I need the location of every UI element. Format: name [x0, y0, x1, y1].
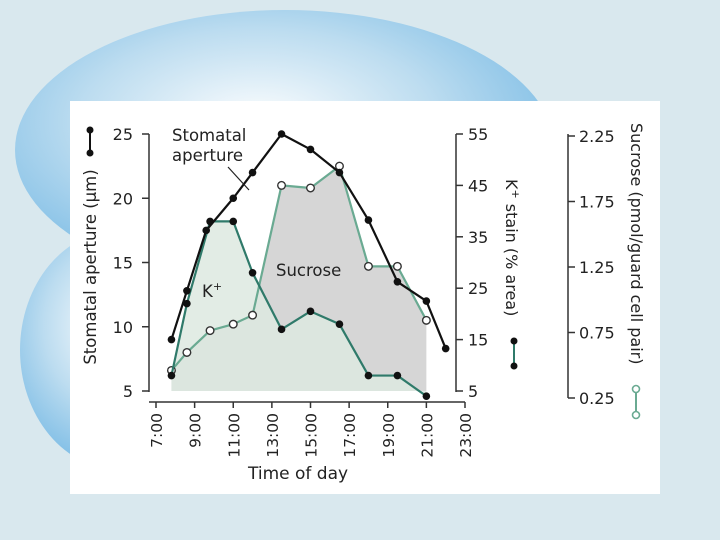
potassium-annotation-main: K: [202, 282, 214, 301]
sucrose-point: [182, 347, 192, 357]
left-tick-label: 15: [113, 254, 133, 273]
aperture-point: [183, 286, 191, 295]
left-axis-label: Stomatal aperture (μm): [81, 169, 100, 364]
right-legend-key: [631, 384, 641, 420]
right-tick-label: 0.75: [579, 324, 615, 343]
left-axis-label-mu: μ: [81, 191, 100, 202]
potassium-point: [167, 371, 176, 380]
sucrose-point: [228, 319, 238, 329]
middle-tick-label: 15: [468, 331, 488, 350]
chart: 7:00 9:00 11:00 13:00 15:00 17:00 19:00 21:00 23…: [81, 123, 646, 484]
right-tick-label: 2.25: [579, 127, 615, 146]
middle-tick-label: 55: [468, 125, 488, 144]
potassium-point: [248, 268, 257, 277]
aperture-point: [306, 145, 315, 154]
sucrose-point: [277, 180, 287, 190]
aperture-point: [364, 216, 373, 224]
chart-panel: 7:00 9:00 11:00 13:00 15:00 17:00 19:00 21:00 23…: [70, 101, 660, 494]
sucrose-point: [421, 315, 431, 325]
middle-legend-key: [510, 337, 518, 370]
middle-tick-label: 35: [468, 228, 488, 247]
left-tick-label: 10: [113, 318, 133, 337]
potassium-point: [306, 307, 315, 316]
potassium-point: [393, 371, 402, 380]
middle-axis-label: K+ stain (% area): [502, 179, 522, 316]
x-axis-label: Time of day: [247, 464, 348, 484]
middle-tick-label: 25: [468, 279, 488, 298]
middle-axis-label-sup: +: [509, 190, 522, 199]
x-tick-label: 13:00: [264, 413, 282, 458]
sucrose-point: [363, 261, 373, 271]
potassium-point: [183, 299, 191, 308]
x-tick-label: 9:00: [187, 413, 205, 448]
potassium-point: [335, 320, 344, 328]
left-axis-label-rest: m): [81, 169, 100, 192]
aperture-point: [335, 168, 344, 177]
sucrose-annotation: Sucrose: [276, 261, 341, 280]
sucrose-point: [305, 183, 315, 193]
x-tick-label: 11:00: [225, 413, 243, 458]
aperture-point: [422, 297, 431, 305]
aperture-point: [248, 168, 257, 177]
middle-tick-label: 45: [468, 176, 488, 195]
sucrose-point: [205, 326, 215, 336]
potassium-annotation-sup: +: [213, 280, 222, 293]
left-tick-label: 20: [113, 189, 133, 208]
x-tick-label: 21:00: [418, 413, 436, 458]
aperture-annotation-pointer: [227, 166, 250, 191]
potassium-point: [277, 325, 286, 334]
potassium-point: [229, 217, 238, 226]
aperture-line: [170, 132, 447, 350]
potassium-annotation: K+: [202, 280, 222, 301]
potassium-point: [364, 371, 373, 380]
aperture-point: [202, 226, 211, 235]
sucrose-point: [392, 261, 402, 271]
sucrose-point: [248, 310, 258, 320]
x-tick-label: 15:00: [303, 413, 321, 458]
middle-axis-label-main: K: [502, 179, 521, 190]
aperture-point: [393, 277, 402, 286]
aperture-point: [277, 130, 286, 138]
middle-axis-label-rest: stain (% area): [502, 199, 521, 317]
left-legend-key: [86, 126, 94, 157]
left-tick-label: 5: [123, 382, 133, 401]
aperture-point: [167, 335, 176, 344]
left-tick-label: 25: [113, 125, 133, 144]
aperture-point: [441, 344, 450, 353]
aperture-point: [229, 194, 238, 203]
left-axis-label-main: Stomatal aperture (: [81, 202, 100, 364]
x-tick-label: 7:00: [148, 413, 166, 448]
right-tick-label: 1.75: [579, 193, 615, 212]
x-tick-label: 23:00: [457, 413, 475, 458]
potassium-point: [422, 392, 431, 400]
x-tick-label: 19:00: [380, 413, 398, 458]
aperture-annotation-line2: aperture: [172, 146, 243, 165]
potassium-area: [171, 221, 427, 397]
x-tick-label: 17:00: [341, 413, 359, 458]
aperture-annotation-line1: Stomatal: [172, 126, 246, 145]
right-axis-label: Sucrose (pmol/guard cell pair): [627, 123, 646, 364]
right-tick-label: 0.25: [579, 389, 615, 408]
middle-tick-label: 5: [468, 382, 478, 401]
right-tick-label: 1.25: [579, 258, 615, 277]
